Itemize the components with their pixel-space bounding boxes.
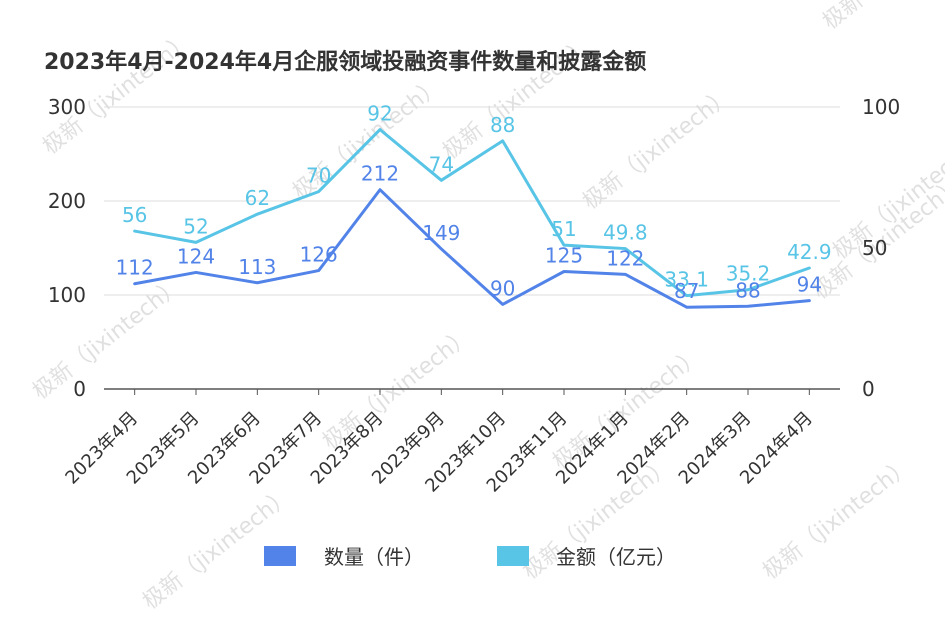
watermark-text: 极新（jixintech） bbox=[758, 453, 916, 584]
data-label-count: 87 bbox=[674, 279, 699, 303]
y-left-tick-label: 100 bbox=[48, 283, 86, 307]
data-label-amount: 56 bbox=[122, 203, 147, 227]
data-label-amount: 62 bbox=[245, 186, 270, 210]
legend-label-amount[interactable]: 金额（亿元） bbox=[556, 545, 676, 569]
data-label-amount: 51 bbox=[551, 217, 576, 241]
data-label-amount: 92 bbox=[367, 102, 392, 126]
chart-title: 2023年4月-2024年4月企服领域投融资事件数量和披露金额 bbox=[44, 49, 646, 75]
legend-label-count[interactable]: 数量（件） bbox=[324, 545, 424, 569]
data-label-amount: 70 bbox=[306, 164, 331, 188]
data-label-count: 90 bbox=[490, 276, 515, 300]
data-label-count: 149 bbox=[422, 221, 460, 245]
data-label-count: 94 bbox=[797, 273, 822, 297]
watermark-layer: 极新（jixintech） 极新（jixintech） 极新（jixintech） 极… bbox=[28, 0, 945, 615]
legend-swatch-amount[interactable] bbox=[497, 546, 529, 566]
data-label-amount: 33.1 bbox=[664, 268, 709, 292]
data-label-count: 113 bbox=[238, 255, 276, 279]
y-axis-left: 0 100 200 300 bbox=[48, 95, 86, 401]
data-label-count: 126 bbox=[300, 243, 338, 267]
data-label-count: 112 bbox=[116, 256, 154, 280]
data-label-amount: 49.8 bbox=[603, 221, 648, 245]
data-label-count: 125 bbox=[545, 244, 583, 268]
data-label-layer: 112 124 113 126 212 149 90 125 122 87 88 94 56 52 62 70… bbox=[116, 102, 832, 304]
series-line-count bbox=[133, 188, 811, 309]
y-right-tick-label: 50 bbox=[862, 236, 887, 260]
watermark-text: 极新（jixintech） bbox=[818, 0, 945, 35]
y-left-tick-label: 0 bbox=[73, 377, 86, 401]
data-label-amount: 74 bbox=[429, 152, 454, 176]
data-label-count: 122 bbox=[606, 246, 644, 270]
data-label-amount: 35.2 bbox=[726, 262, 771, 286]
data-label-amount: 52 bbox=[183, 214, 208, 238]
series-layer bbox=[133, 128, 811, 309]
y-right-tick-label: 100 bbox=[862, 95, 900, 119]
grid bbox=[104, 106, 840, 390]
y-right-tick-label: 0 bbox=[862, 377, 875, 401]
y-left-tick-label: 300 bbox=[48, 95, 86, 119]
data-label-count: 124 bbox=[177, 244, 215, 268]
data-label-count: 88 bbox=[735, 278, 760, 302]
watermark-text: 极新（jixintech） bbox=[38, 28, 196, 159]
watermark-text: 极新（jixintech） bbox=[578, 83, 736, 214]
series-line-amount bbox=[133, 128, 811, 298]
data-label-amount: 42.9 bbox=[787, 240, 832, 264]
legend: 数量（件） 金额（亿元） bbox=[264, 545, 676, 569]
data-label-count: 212 bbox=[361, 162, 399, 186]
y-axis-right: 0 50 100 bbox=[862, 95, 900, 401]
y-left-tick-label: 200 bbox=[48, 189, 86, 213]
x-axis: 2023年4月2023年5月2023年6月2023年7月2023年8月2023年… bbox=[61, 389, 817, 497]
data-label-amount: 88 bbox=[490, 113, 515, 137]
legend-swatch-count[interactable] bbox=[264, 546, 296, 566]
